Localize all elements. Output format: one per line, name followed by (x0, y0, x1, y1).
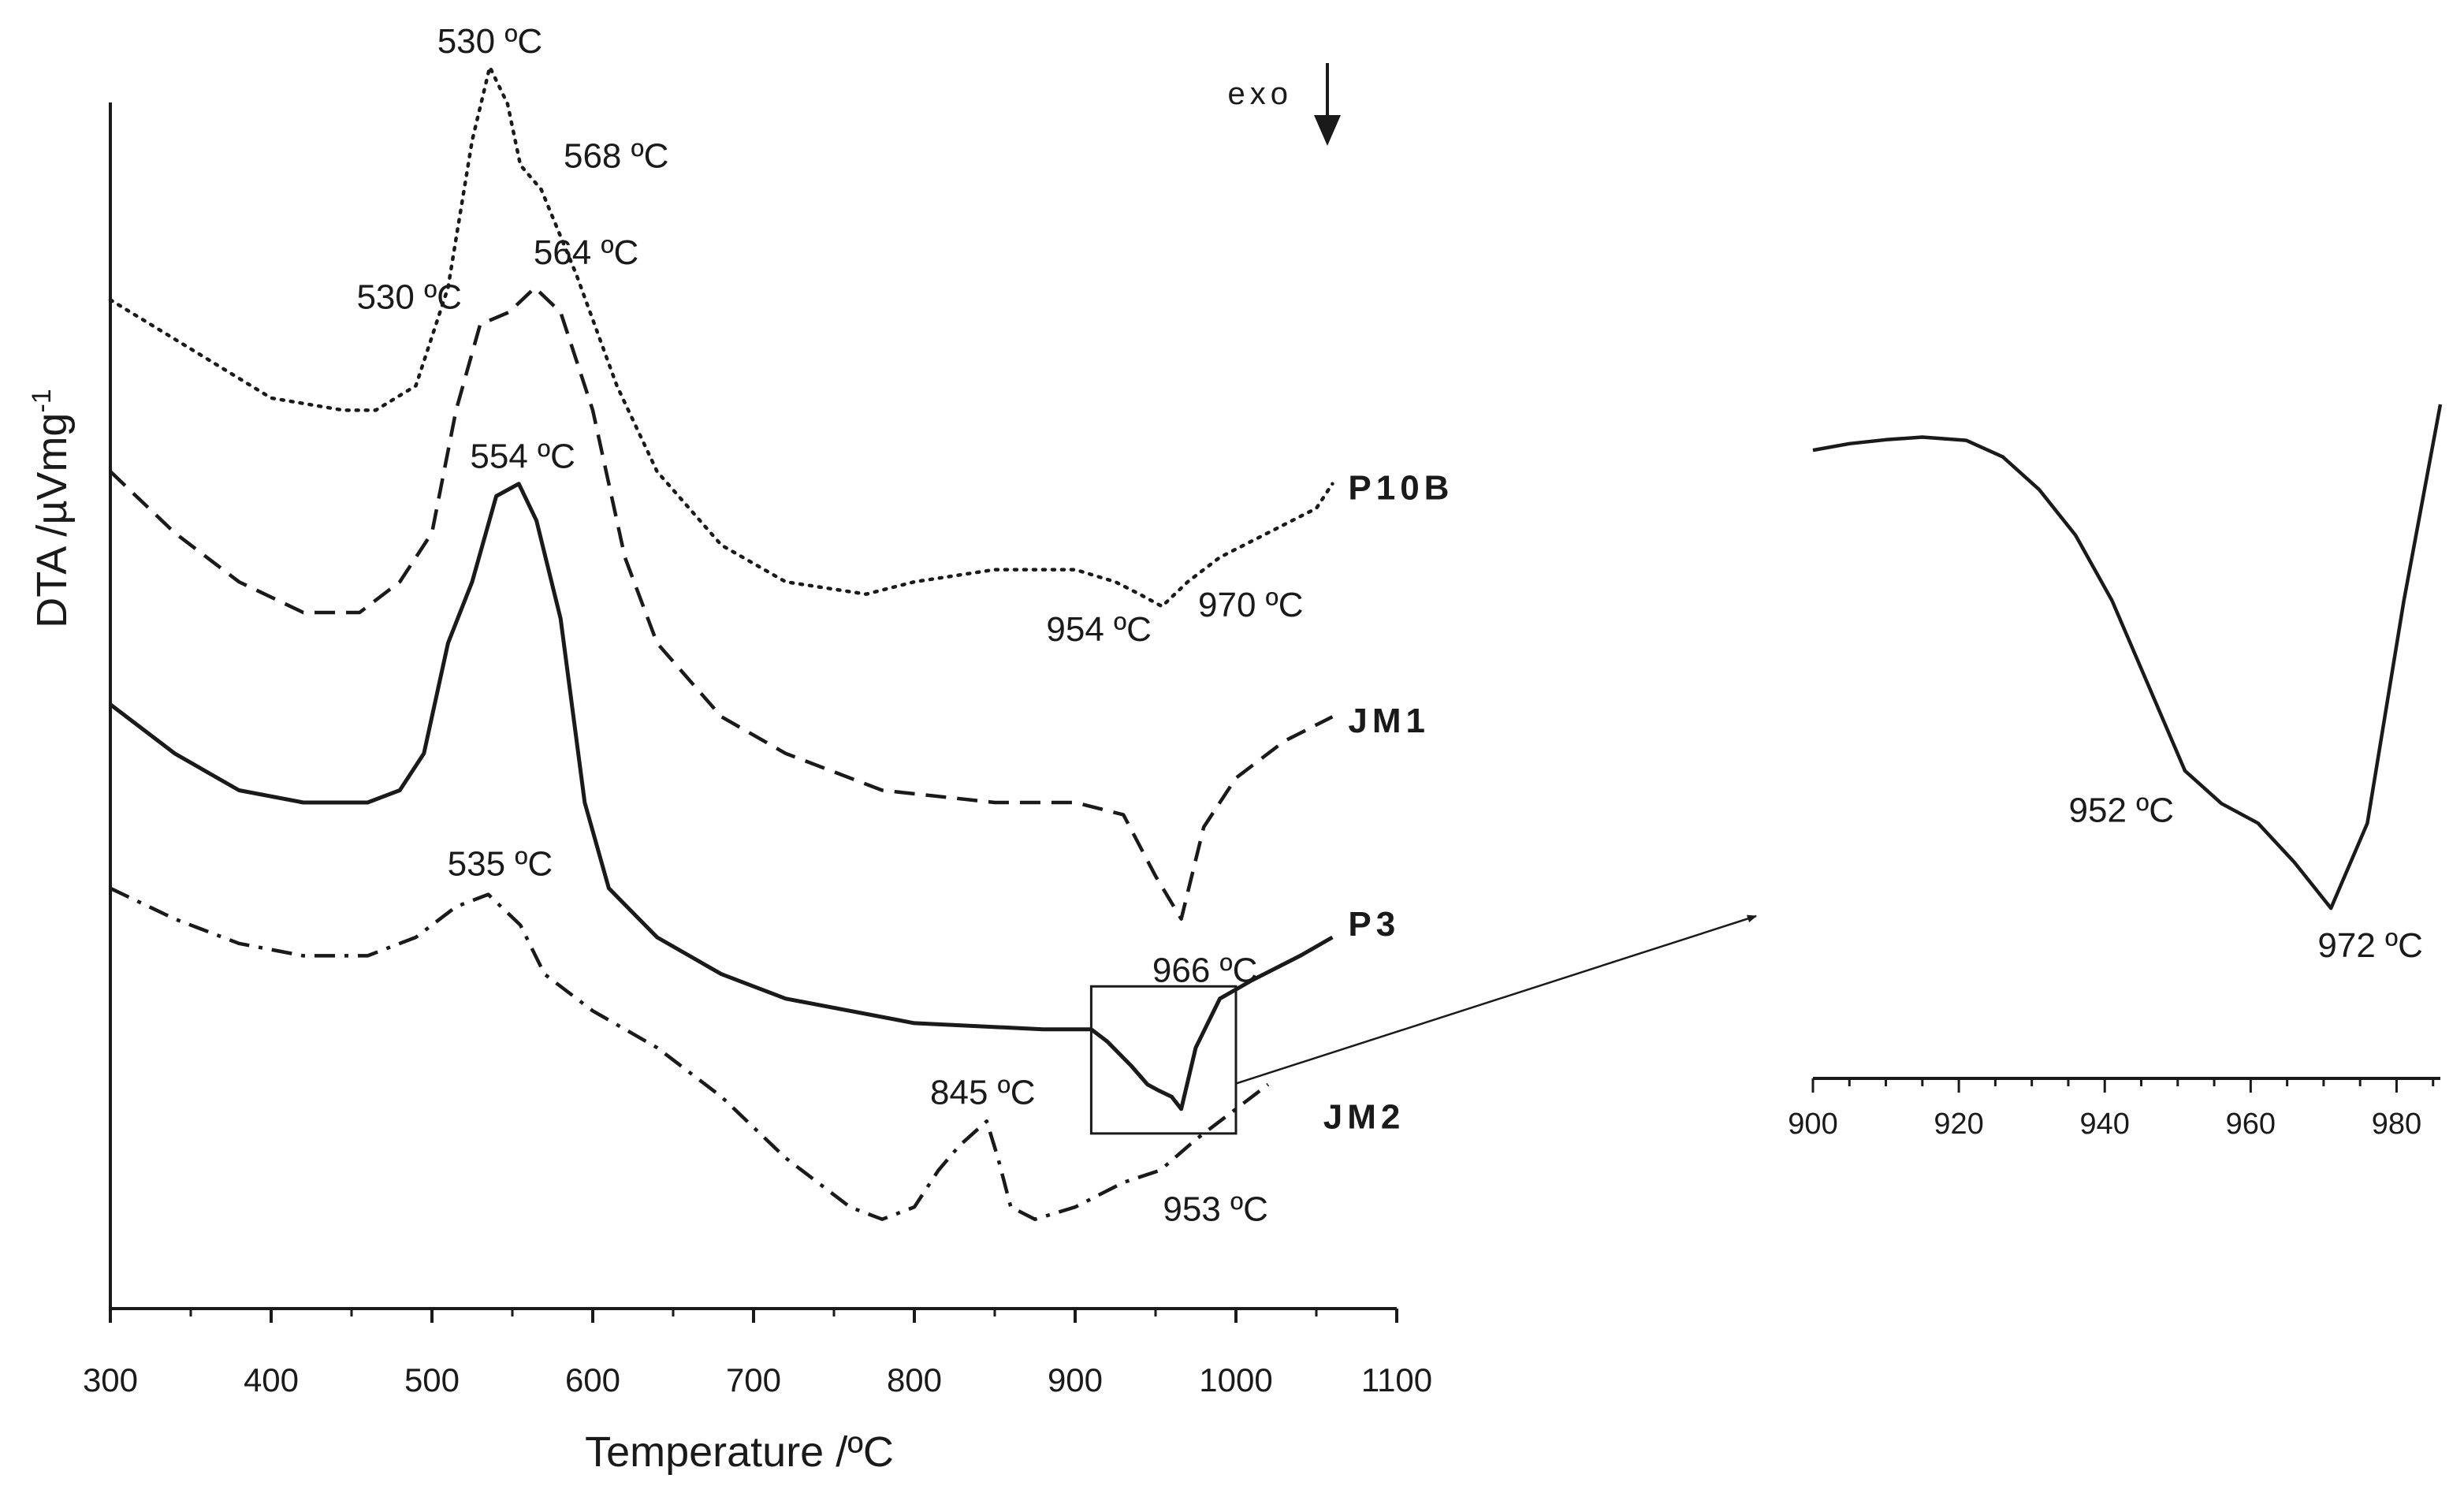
main-series-group (108, 65, 1334, 1221)
inset-series-line-p3-detail (1812, 404, 2443, 910)
series-line-jm2 (110, 886, 1270, 1221)
main-x-tick-label: 1000 (1199, 1361, 1272, 1398)
peak-annotation: 564 ºC (534, 233, 638, 272)
exo-label: exo (1228, 76, 1293, 111)
y-axis-title-superscript: -1 (27, 389, 57, 412)
peak-annotation: 535 ºC (448, 845, 553, 884)
peak-annotation: 568 ºC (564, 137, 668, 176)
series-label-jm2: JM2 (1323, 1098, 1405, 1137)
main-x-ticks (109, 1309, 1398, 1323)
zoom-box (1089, 985, 1238, 1135)
inset-x-tick-label: 980 (2372, 1108, 2421, 1141)
main-x-tick-label: 500 (404, 1361, 460, 1398)
peak-annotation: 530 ºC (356, 278, 461, 317)
series-line-p10b (108, 65, 1334, 609)
main-x-tick-label: 900 (1048, 1361, 1103, 1398)
inset-x-tick-label: 960 (2226, 1108, 2276, 1141)
inset-chart: 900 920 940 960 980 952 ºC 972 ºC (1788, 404, 2443, 1141)
main-annotations: 530 ºC 568 ºC 954 ºC 970 ºC 530 ºC 564 ºC 966 … (356, 22, 1303, 1229)
inset-annotations: 952 ºC 972 ºC (2069, 791, 2423, 965)
y-axis-title: DTA /µVmg-1 (27, 389, 76, 627)
main-x-tick-label: 700 (726, 1361, 781, 1398)
inset-peak-annotation: 952 ºC (2069, 791, 2174, 830)
main-x-tick-label: 600 (565, 1361, 620, 1398)
series-label-p3: P3 (1348, 905, 1400, 944)
inset-x-tick-labels: 900 920 940 960 980 (1788, 1108, 2421, 1141)
series-label-jm1: JM1 (1348, 702, 1430, 740)
series-line-p3 (109, 482, 1334, 1112)
main-x-tick-label: 800 (887, 1361, 942, 1398)
inset-x-tick-label: 900 (1788, 1108, 1837, 1141)
x-axis-title: Temperature /ºC (585, 1428, 894, 1476)
exo-arrow-icon (1314, 115, 1341, 146)
peak-annotation: 970 ºC (1198, 586, 1303, 624)
peak-annotation: 966 ºC (1152, 951, 1257, 990)
peak-annotation: 954 ºC (1046, 610, 1151, 649)
inset-x-tick-label: 940 (2080, 1108, 2130, 1141)
zoom-connector-arrow (1235, 914, 1757, 1085)
inset-peak-annotation: 972 ºC (2317, 926, 2422, 965)
main-series-labels: P10B JM1 P3 JM2 (1323, 469, 1453, 1137)
inset-x-ticks (1811, 1078, 2435, 1093)
series-line-jm1 (109, 285, 1334, 921)
main-x-tick-label: 300 (83, 1361, 138, 1398)
main-x-tick-labels: 300 400 500 600 700 800 900 1000 1100 (83, 1361, 1432, 1398)
inset-x-tick-label: 920 (1934, 1108, 1983, 1141)
y-axis-title-main: DTA /µVmg (28, 413, 76, 628)
main-chart: 300 400 500 600 700 800 900 1000 1100 530 ºC 568 … (27, 22, 1453, 1476)
main-x-tick-label: 400 (244, 1361, 299, 1398)
peak-annotation: 554 ºC (470, 438, 575, 476)
inset-series-group (1812, 404, 2443, 910)
peak-annotation: 845 ºC (930, 1073, 1035, 1112)
peak-annotation: 953 ºC (1163, 1190, 1267, 1229)
exo-indicator: exo (1228, 63, 1341, 146)
main-x-tick-label: 1100 (1361, 1361, 1432, 1398)
peak-annotation: 530 ºC (437, 22, 542, 61)
series-label-p10b: P10B (1348, 469, 1453, 508)
